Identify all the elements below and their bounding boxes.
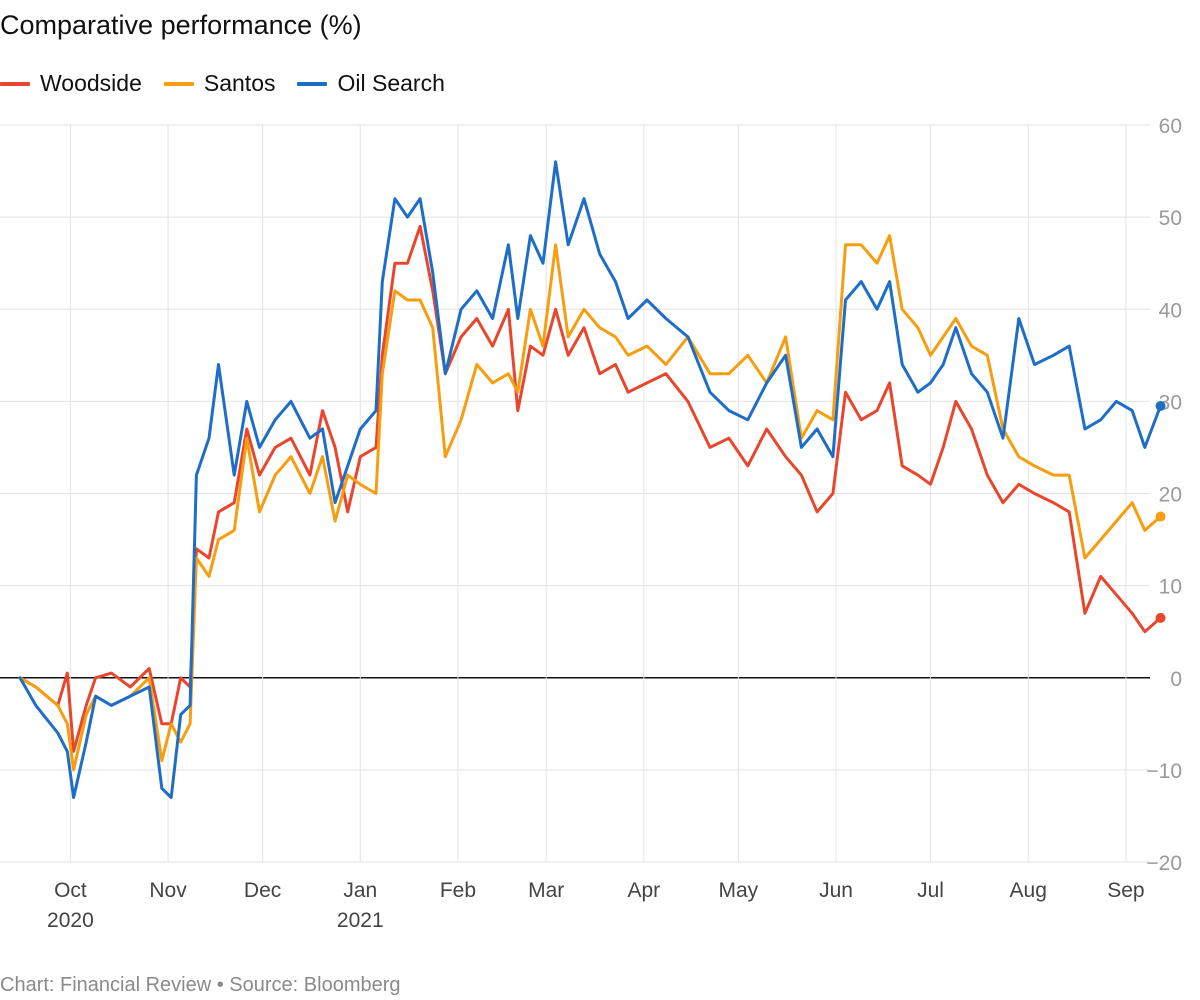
- x-tick-label: May: [719, 879, 759, 902]
- y-tick-label: 40: [1159, 299, 1182, 322]
- x-tick-label: Apr: [627, 879, 660, 902]
- x-tick-label: Oct: [54, 879, 87, 902]
- x-tick-label: Sep: [1107, 879, 1144, 902]
- y-tick-label: 60: [1159, 115, 1182, 138]
- legend-item-oil-search: Oil Search: [297, 70, 445, 97]
- legend: Woodside Santos Oil Search: [0, 70, 467, 97]
- legend-item-santos: Santos: [163, 70, 276, 97]
- series-end-marker-oil-search: [1155, 400, 1166, 411]
- x-tick-sublabel: 2021: [337, 909, 384, 932]
- x-tick-label: Jan: [343, 879, 377, 902]
- x-tick-label: Jul: [917, 879, 944, 902]
- y-tick-label: −10: [1146, 760, 1182, 783]
- legend-label-oil-search: Oil Search: [337, 70, 445, 96]
- y-tick-label: 20: [1159, 484, 1182, 507]
- series-line-oil-search: [18, 160, 1162, 799]
- y-tick-label: 0: [1170, 668, 1182, 691]
- x-tick-label: Jun: [819, 879, 853, 902]
- chart-footer: Chart: Financial Review • Source: Bloomb…: [0, 974, 401, 996]
- y-tick-label: 50: [1159, 207, 1182, 230]
- legend-swatch-woodside: [0, 81, 30, 86]
- x-tick-label: Feb: [440, 879, 476, 902]
- y-tick-label: 10: [1159, 576, 1182, 599]
- x-tick-label: Mar: [528, 879, 564, 902]
- legend-item-woodside: Woodside: [0, 70, 142, 97]
- legend-swatch-oil-search: [297, 81, 328, 86]
- y-tick-label: −20: [1146, 852, 1182, 875]
- x-tick-sublabel: 2020: [47, 909, 94, 932]
- legend-label-woodside: Woodside: [40, 70, 142, 96]
- chart-title: Comparative performance (%): [0, 10, 362, 40]
- x-tick-label: Dec: [244, 879, 281, 902]
- series-end-marker-santos: [1155, 511, 1166, 522]
- series-end-marker-woodside: [1155, 612, 1166, 623]
- legend-label-santos: Santos: [203, 70, 276, 96]
- x-tick-label: Aug: [1010, 879, 1047, 902]
- x-tick-label: Nov: [149, 879, 187, 902]
- legend-swatch-santos: [163, 81, 194, 86]
